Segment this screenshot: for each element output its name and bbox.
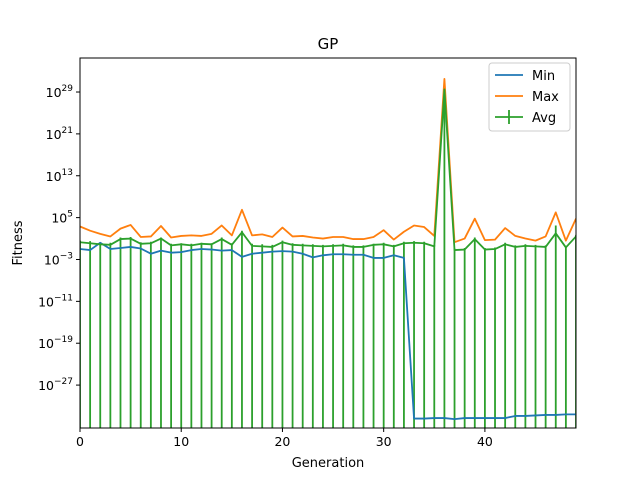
x-tick-label: 10 (173, 434, 189, 449)
chart-title: GP (318, 35, 339, 53)
x-tick-label: 20 (274, 434, 290, 449)
x-tick-label: 30 (376, 434, 392, 449)
y-tick-label: 10−27 (38, 377, 73, 393)
series-max-line (80, 78, 576, 244)
x-axis-label: Generation (292, 456, 365, 471)
series-min-line (80, 241, 576, 421)
plot-frame (79, 57, 577, 429)
legend-item-min: Min (495, 69, 555, 84)
y-tick-label: 1029 (46, 84, 74, 100)
y-tick-label: 10−3 (44, 251, 73, 267)
legend-item-avg: Avg (495, 110, 556, 126)
legend-label: Max (532, 90, 559, 105)
legend-label: Min (532, 69, 555, 84)
x-axis: 0 10 20 30 40 (76, 428, 493, 449)
legend-label: Avg (532, 111, 556, 126)
x-tick-label: 40 (477, 434, 493, 449)
legend-item-max: Max (495, 90, 559, 105)
x-tick-label: 0 (76, 434, 84, 449)
y-tick-label: 10−11 (38, 293, 73, 309)
y-tick-label: 1013 (46, 168, 73, 184)
y-tick-label: 10−19 (38, 335, 73, 351)
y-tick-label: 1021 (46, 126, 73, 142)
plot-area (80, 78, 576, 428)
series-avg-line (80, 88, 576, 251)
y-axis-label: Fitness (11, 220, 26, 265)
legend: Min Max Avg (488, 62, 571, 132)
y-axis: 1029 1021 1013 105 10−3 10−11 10−19 10−27 (38, 84, 80, 393)
y-tick-label: 105 (51, 210, 73, 226)
